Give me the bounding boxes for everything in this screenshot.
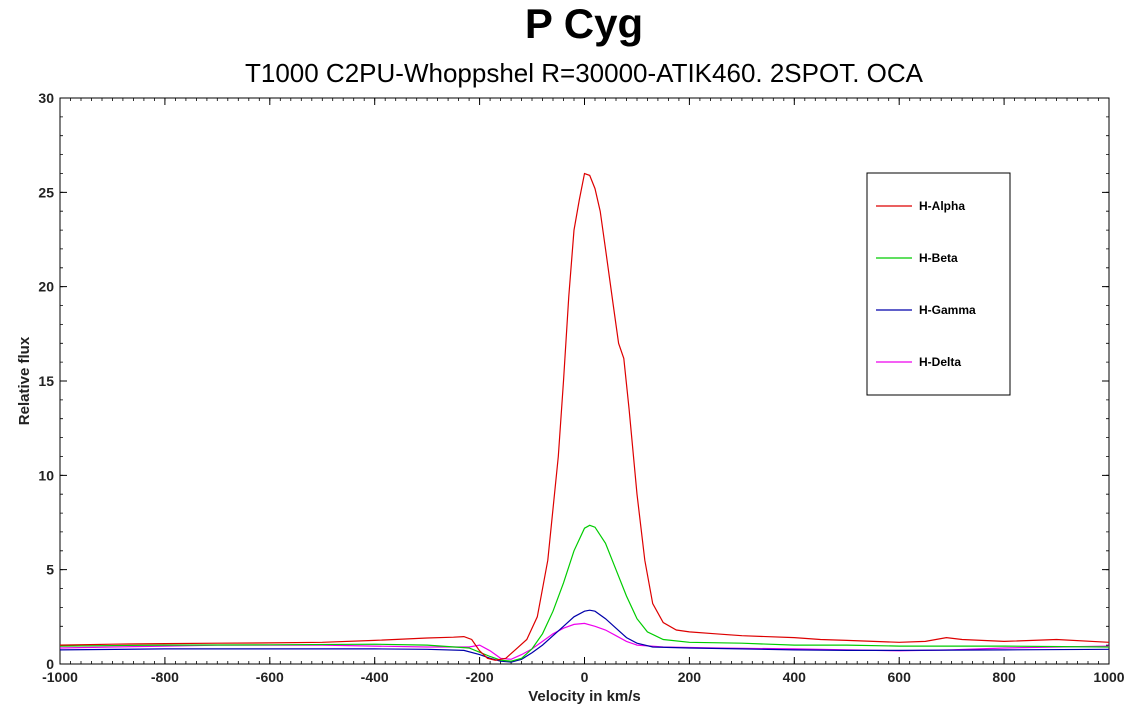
legend-entry: H-Alpha — [919, 199, 965, 213]
x-tick-label: 200 — [678, 669, 702, 685]
y-tick-label: 15 — [38, 373, 54, 389]
series-line-h-beta — [60, 524, 1109, 662]
x-tick-label: -600 — [256, 669, 284, 685]
y-tick-label: 20 — [38, 279, 54, 295]
x-tick-label: 1000 — [1093, 669, 1124, 685]
legend-box — [866, 172, 1011, 396]
x-tick-label: 400 — [783, 669, 807, 685]
x-tick-label: -200 — [466, 669, 494, 685]
y-tick-label: 10 — [38, 467, 54, 483]
y-tick-label: 5 — [46, 562, 54, 578]
y-tick-label: 0 — [46, 656, 54, 672]
x-tick-label: 800 — [992, 669, 1016, 685]
series-line-h-alpha — [60, 172, 1109, 661]
legend-entry: H-Beta — [919, 251, 958, 265]
x-tick-label: -400 — [361, 669, 389, 685]
x-axis-label: Velocity in km/s — [528, 688, 641, 705]
y-axis-label: Relative flux — [16, 336, 33, 425]
chart-title: P Cyg — [525, 0, 643, 47]
x-tick-label: -800 — [151, 669, 179, 685]
chart-subtitle: T1000 C2PU-Whoppshel R=30000-ATIK460. 2S… — [245, 58, 924, 88]
series-line-h-gamma — [60, 609, 1109, 663]
legend-entry: H-Delta — [919, 355, 961, 369]
x-tick-label: 600 — [888, 669, 912, 685]
x-tick-label: 0 — [581, 669, 589, 685]
y-tick-label: 30 — [38, 90, 54, 106]
x-tick-label: -1000 — [42, 669, 78, 685]
legend-entry: H-Gamma — [919, 303, 976, 317]
y-tick-label: 25 — [38, 184, 54, 200]
